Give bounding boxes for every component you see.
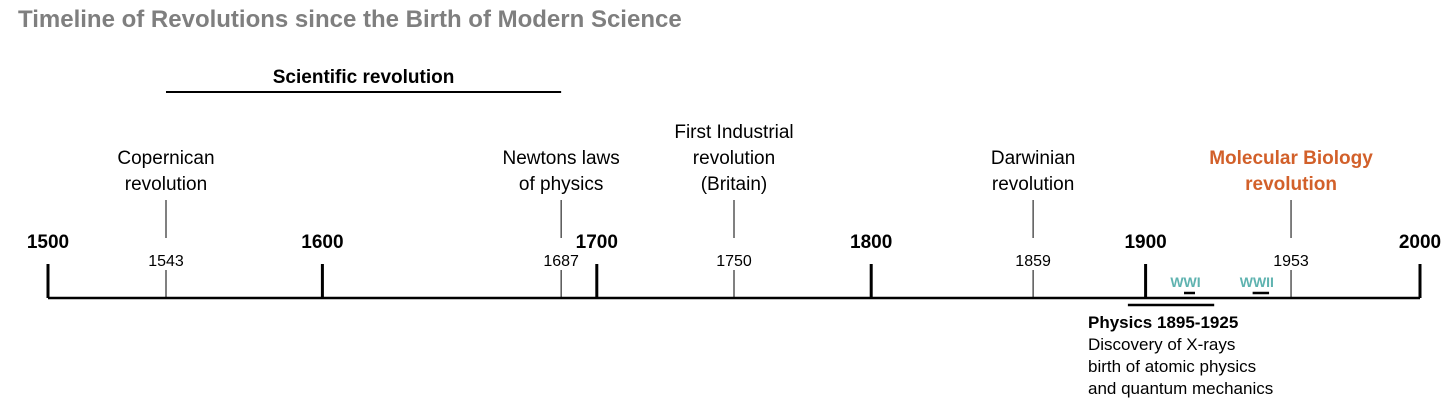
event-label: of physics: [519, 174, 603, 195]
diagram-title: Timeline of Revolutions since the Birth …: [18, 6, 682, 33]
event-label: First Industrial: [674, 122, 793, 143]
event-label: revolution: [992, 174, 1074, 195]
major-tick-label: 1700: [576, 232, 618, 253]
event-label: (Britain): [701, 174, 768, 195]
era-label: Scientific revolution: [273, 67, 455, 88]
event-year-label: 1687: [543, 253, 579, 270]
event-label: revolution: [1245, 174, 1337, 195]
event-year-label: 1859: [1015, 253, 1051, 270]
major-tick-label: 1500: [27, 232, 69, 253]
physics-description-line: and quantum mechanics: [1088, 379, 1273, 398]
event-label: Molecular Biology: [1209, 148, 1373, 169]
event-year-label: 1953: [1273, 253, 1309, 270]
major-tick-label: 1900: [1124, 232, 1166, 253]
major-tick-label: 1800: [850, 232, 892, 253]
major-tick-label: 2000: [1399, 232, 1441, 253]
physics-heading: Physics 1895-1925: [1088, 313, 1238, 332]
war-label: WWI: [1170, 274, 1200, 290]
major-tick-label: 1600: [301, 232, 343, 253]
physics-description-line: birth of atomic physics: [1088, 357, 1256, 376]
event-label: Newtons laws: [503, 148, 620, 169]
event-label: revolution: [693, 148, 775, 169]
war-label: WWII: [1240, 274, 1274, 290]
event-label: Copernican: [117, 148, 214, 169]
event-label: Darwinian: [991, 148, 1075, 169]
physics-description-line: Discovery of X-rays: [1088, 335, 1235, 354]
event-year-label: 1750: [716, 253, 752, 270]
event-year-label: 1543: [148, 253, 184, 270]
event-label: revolution: [125, 174, 207, 195]
